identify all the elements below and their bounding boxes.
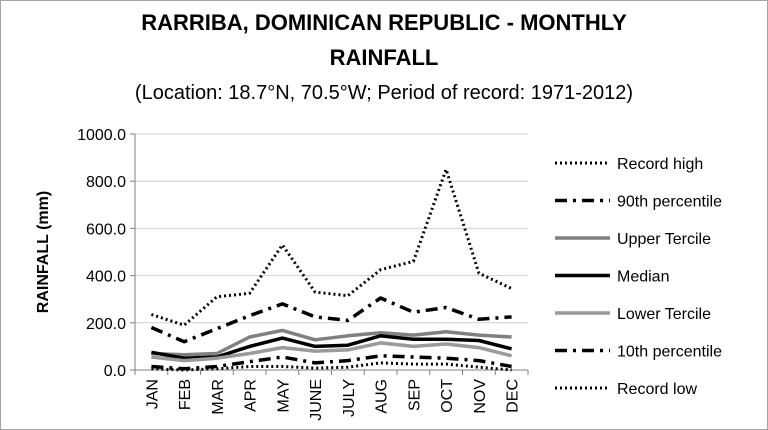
x-tick-label: OCT bbox=[439, 379, 456, 413]
x-tick-label: JAN bbox=[144, 379, 161, 409]
chart-title-line-1: RARRIBA, DOMINICAN REPUBLIC - MONTHLY bbox=[141, 10, 627, 35]
chart-subtitle: (Location: 18.7°N, 70.5°W; Period of rec… bbox=[134, 82, 634, 104]
x-tick-label: APR bbox=[243, 379, 260, 412]
x-tick-label: NOV bbox=[472, 379, 489, 414]
x-tick-label: AUG bbox=[374, 379, 391, 414]
x-tick-label: DEC bbox=[505, 379, 522, 413]
series-lines bbox=[150, 167, 513, 372]
legend-label: Record low bbox=[617, 381, 697, 398]
series-line-record-low bbox=[151, 361, 512, 372]
legend-label: 10th percentile bbox=[617, 344, 722, 361]
legend-label: 90th percentile bbox=[617, 194, 722, 211]
x-tick-label: JUNE bbox=[308, 379, 325, 421]
y-axis-label: RAINFALL (mm) bbox=[35, 191, 52, 313]
x-tick-label: MAR bbox=[210, 379, 227, 415]
gridlines bbox=[135, 133, 528, 324]
y-tick-label: 200.0 bbox=[86, 316, 126, 333]
axes bbox=[130, 133, 529, 375]
series-line-lower-tercile bbox=[151, 341, 513, 363]
x-tick-label: SEP bbox=[406, 379, 423, 411]
y-tick-label: 1000.0 bbox=[77, 127, 126, 144]
series-line-90th-percentile bbox=[150, 296, 512, 344]
x-tick-labels: JAN FEB MAR APR MAY JUNE JULY AUG SEP OCT NOV DEC bbox=[144, 379, 521, 421]
y-tick-label: 400.0 bbox=[86, 269, 126, 286]
legend: Record high 90th percentile Upper Tercile M… bbox=[555, 156, 722, 398]
y-tick-label: 600.0 bbox=[86, 221, 126, 238]
y-tick-label: 0.0 bbox=[104, 363, 126, 380]
y-tick-label: 800.0 bbox=[86, 174, 126, 191]
y-tick-labels: 1000.0 800.0 600.0 400.0 200.0 0.0 bbox=[77, 127, 126, 380]
series-line-record-high bbox=[150, 167, 513, 327]
legend-label: Lower Tercile bbox=[617, 306, 711, 323]
series-line-10th-percentile bbox=[151, 354, 512, 371]
x-tick-label: FEB bbox=[177, 379, 194, 410]
chart-title-line-2: RAINFALL bbox=[329, 45, 439, 70]
x-tick-label: MAY bbox=[275, 379, 292, 413]
legend-label: Upper Tercile bbox=[617, 231, 711, 248]
series-line-upper-tercile bbox=[151, 328, 512, 357]
x-tick-label: JULY bbox=[341, 379, 358, 417]
legend-label: Median bbox=[617, 269, 669, 286]
legend-label: Record high bbox=[617, 156, 703, 173]
